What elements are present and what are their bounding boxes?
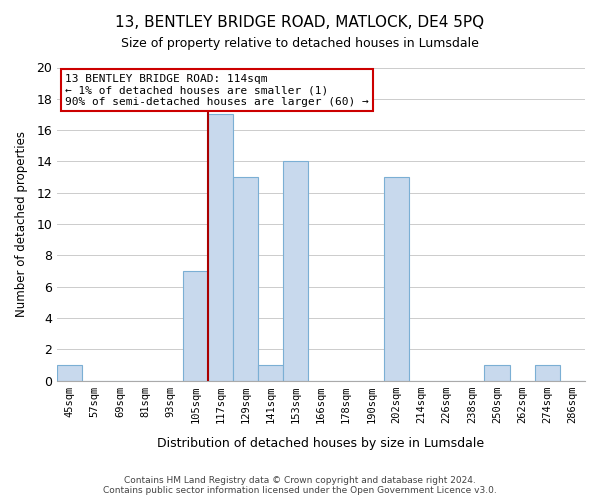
Bar (183, 271, 208, 381)
Bar (283, 162, 308, 381)
Bar (208, 114, 233, 381)
Y-axis label: Number of detached properties: Number of detached properties (15, 131, 28, 317)
Text: Size of property relative to detached houses in Lumsdale: Size of property relative to detached ho… (121, 38, 479, 51)
Bar (535, 365, 560, 381)
Bar (233, 177, 258, 381)
Bar (57, 365, 82, 381)
X-axis label: Distribution of detached houses by size in Lumsdale: Distribution of detached houses by size … (157, 437, 485, 450)
Bar (484, 365, 509, 381)
Bar (384, 177, 409, 381)
Bar (258, 365, 283, 381)
Text: 13 BENTLEY BRIDGE ROAD: 114sqm
← 1% of detached houses are smaller (1)
90% of se: 13 BENTLEY BRIDGE ROAD: 114sqm ← 1% of d… (65, 74, 369, 107)
Text: 13, BENTLEY BRIDGE ROAD, MATLOCK, DE4 5PQ: 13, BENTLEY BRIDGE ROAD, MATLOCK, DE4 5P… (115, 15, 485, 30)
Text: Contains HM Land Registry data © Crown copyright and database right 2024.
Contai: Contains HM Land Registry data © Crown c… (103, 476, 497, 495)
